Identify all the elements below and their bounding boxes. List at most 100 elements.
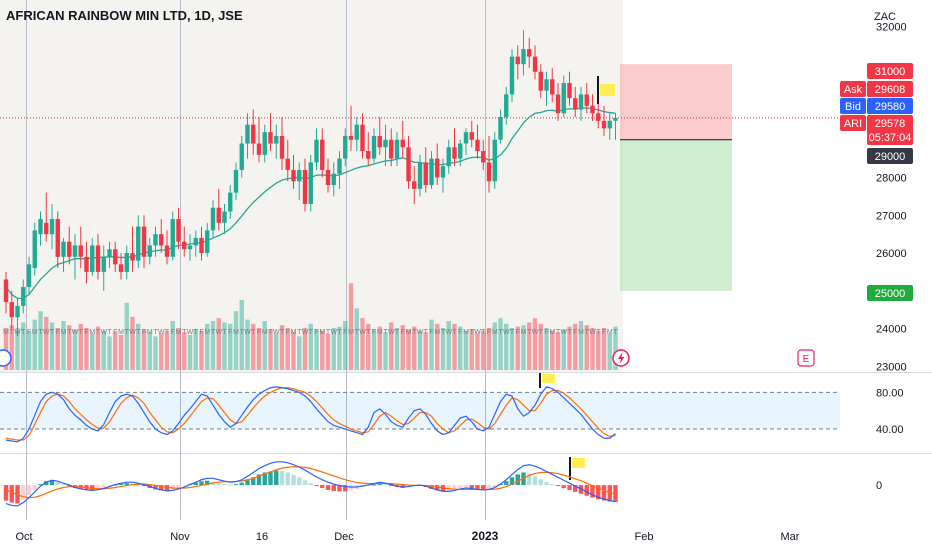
last-price-badge[interactable]: ARI 29578 05:37:04: [840, 115, 913, 145]
candle[interactable]: [182, 226, 187, 257]
position-entry-badge[interactable]: 29000: [867, 148, 913, 164]
candle[interactable]: [84, 241, 89, 284]
candle[interactable]: [44, 192, 49, 242]
time-axis[interactable]: Oct Nov 16 Dec 2023 Feb Mar: [15, 529, 799, 543]
candle[interactable]: [239, 135, 244, 178]
candle[interactable]: [366, 132, 371, 167]
position-stop-zone[interactable]: [620, 139, 732, 291]
candle[interactable]: [452, 128, 457, 167]
candle[interactable]: [15, 298, 20, 337]
candle[interactable]: [412, 166, 417, 204]
candle[interactable]: [136, 215, 141, 269]
candle[interactable]: [325, 158, 331, 193]
candle[interactable]: [67, 226, 72, 265]
candle[interactable]: [55, 211, 60, 269]
candle[interactable]: [26, 256, 32, 295]
candle[interactable]: [492, 132, 497, 189]
candle[interactable]: [440, 158, 446, 193]
candle[interactable]: [228, 185, 233, 220]
flag-icon-macd[interactable]: [572, 458, 585, 468]
candle[interactable]: [107, 241, 112, 269]
macd-pane[interactable]: [3, 461, 618, 507]
candle[interactable]: [297, 162, 302, 201]
candle[interactable]: [32, 222, 37, 276]
candle[interactable]: [245, 113, 250, 159]
candle[interactable]: [314, 128, 319, 170]
candle[interactable]: [458, 139, 463, 167]
candle[interactable]: [463, 128, 469, 155]
event-icons[interactable]: E: [0, 349, 815, 367]
candle[interactable]: [504, 86, 509, 125]
candle[interactable]: [9, 290, 14, 329]
candle[interactable]: [486, 135, 492, 193]
candle[interactable]: [567, 71, 572, 106]
candle[interactable]: [251, 109, 256, 155]
candle[interactable]: [446, 139, 451, 174]
candle[interactable]: [274, 124, 279, 159]
candle[interactable]: [389, 128, 394, 167]
candle[interactable]: [435, 143, 440, 186]
flag-icon-stoch[interactable]: [542, 374, 555, 383]
candle[interactable]: [561, 75, 566, 118]
candle[interactable]: [233, 162, 239, 201]
candle[interactable]: [360, 113, 365, 159]
candle[interactable]: [544, 71, 549, 106]
candle[interactable]: [601, 105, 607, 136]
candle[interactable]: [394, 132, 400, 167]
candle[interactable]: [21, 279, 26, 314]
candle[interactable]: [61, 237, 66, 272]
candle[interactable]: [343, 128, 348, 167]
candle[interactable]: [584, 83, 589, 114]
candle[interactable]: [406, 135, 411, 189]
candle[interactable]: [216, 188, 221, 231]
position-target-badge[interactable]: 31000: [867, 63, 913, 79]
candle[interactable]: [38, 211, 43, 246]
candle[interactable]: [515, 45, 520, 80]
candle[interactable]: [348, 105, 354, 152]
macd-axis[interactable]: 0: [876, 480, 882, 492]
position-tool[interactable]: [620, 64, 732, 291]
candle[interactable]: [285, 139, 290, 182]
candle[interactable]: [377, 117, 382, 155]
candle[interactable]: [268, 113, 273, 152]
candle[interactable]: [170, 211, 175, 261]
dividend-icon[interactable]: [0, 349, 12, 367]
candle[interactable]: [95, 234, 101, 280]
candle[interactable]: [113, 241, 118, 272]
earnings-icon[interactable]: [797, 349, 815, 367]
candles[interactable]: [3, 30, 618, 337]
candle[interactable]: [262, 124, 267, 163]
candle[interactable]: [49, 203, 55, 250]
candle[interactable]: [222, 203, 227, 235]
position-stop-badge[interactable]: 25000: [867, 285, 913, 301]
candle[interactable]: [205, 222, 210, 257]
candle[interactable]: [291, 154, 296, 189]
candle[interactable]: [400, 120, 405, 159]
candle[interactable]: [193, 230, 198, 257]
candle[interactable]: [532, 45, 538, 80]
candle[interactable]: [429, 151, 434, 189]
candle[interactable]: [555, 83, 561, 121]
candle[interactable]: [550, 67, 555, 102]
candle[interactable]: [578, 86, 584, 121]
candle[interactable]: [337, 151, 342, 189]
candle[interactable]: [417, 154, 423, 197]
candle[interactable]: [199, 226, 204, 261]
flag-markers[interactable]: [539, 76, 615, 480]
candle[interactable]: [176, 207, 181, 250]
candle[interactable]: [331, 162, 336, 197]
candle[interactable]: [308, 154, 313, 212]
candle[interactable]: [498, 109, 503, 144]
ask-badge[interactable]: Ask 29608: [840, 81, 913, 97]
candle[interactable]: [124, 245, 129, 280]
candle[interactable]: [354, 117, 359, 152]
candle[interactable]: [521, 30, 526, 76]
candle[interactable]: [279, 117, 285, 170]
bid-badge[interactable]: Bid 29580: [840, 98, 913, 114]
stochastic-axis[interactable]: 80.00 40.00: [876, 387, 904, 436]
candle[interactable]: [147, 237, 152, 265]
candle[interactable]: [159, 219, 164, 254]
candle[interactable]: [590, 94, 595, 121]
candle[interactable]: [118, 253, 124, 280]
